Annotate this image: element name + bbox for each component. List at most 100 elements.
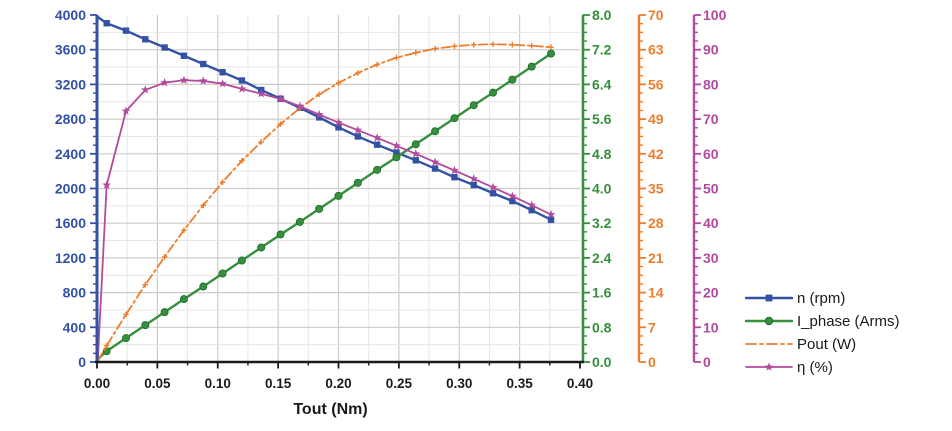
marker-star [488, 182, 498, 192]
x-tick-label: 0.05 [144, 376, 171, 391]
x-tick-label: 0.00 [84, 376, 110, 391]
marker-square [122, 27, 130, 34]
y-tick-label-i: 7.2 [592, 42, 612, 58]
y-tick-label-i: 0.0 [592, 354, 612, 370]
marker-star [140, 85, 150, 94]
y-tick-label-p: 0 [648, 354, 656, 370]
marker-star [353, 125, 363, 134]
y-tick-label-p: 70 [648, 7, 664, 23]
y-tick-label-n: 4000 [55, 7, 86, 23]
marker-circle [450, 114, 459, 123]
marker-star [430, 157, 440, 166]
marker-square [200, 60, 207, 68]
marker-circle [315, 204, 324, 213]
marker-circle [141, 321, 150, 330]
y-tick-label-eta: 100 [703, 7, 727, 23]
marker-circle [160, 308, 169, 317]
marker-star [314, 109, 324, 119]
legend-item-i: I_phase (Arms) [744, 313, 900, 330]
marker-star [237, 84, 247, 93]
marker-star [411, 149, 421, 158]
marker-star [198, 76, 208, 85]
y-tick-label-n: 2400 [55, 146, 86, 162]
marker-circle [199, 282, 208, 291]
marker-star [256, 89, 266, 98]
series-eta [97, 75, 556, 358]
y-tick-label-n: 2800 [55, 111, 86, 127]
y-tick-label-p: 14 [648, 285, 664, 301]
y-tick-label-p: 63 [648, 42, 664, 58]
y-tick-label-i: 4.8 [592, 146, 612, 162]
series-p [97, 41, 554, 362]
marker-square [547, 216, 555, 223]
y-tick-label-eta: 20 [703, 285, 719, 301]
y-tick-label-eta: 50 [703, 181, 719, 197]
y-tick-label-p: 42 [648, 146, 664, 162]
marker-circle [295, 217, 304, 226]
marker-square [470, 181, 477, 189]
y-tick-label-i: 6.4 [592, 76, 612, 92]
marker-star [295, 101, 305, 110]
marker-circle [334, 191, 343, 200]
x-axis: 0.00 0.05 0.10 0.15 0.20 0.25 0.30 0.35 0.40 Tout… [84, 360, 593, 418]
y-tick-label-i: 8.0 [592, 7, 612, 23]
marker-star [102, 180, 112, 189]
y-tick-label-i: 1.6 [592, 285, 612, 301]
y-tick-label-p: 49 [648, 111, 664, 127]
marker-square [489, 190, 497, 197]
legend-marker-star [764, 362, 774, 371]
y-tick-label-i: 4.0 [592, 181, 612, 197]
legend: n (rpm) I_phase (Arms) Pout (W) η (%) [744, 290, 900, 376]
marker-circle [489, 88, 498, 97]
marker-circle [353, 178, 362, 187]
series-n [96, 15, 555, 223]
marker-square [451, 174, 458, 181]
legend-item-n: n (rpm) [744, 290, 845, 307]
marker-star [179, 75, 189, 84]
y-tick-label-p: 21 [648, 250, 664, 266]
marker-square [161, 44, 168, 51]
y-tick-label-eta: 30 [703, 250, 719, 266]
legend-item-eta: η (%) [745, 359, 833, 376]
marker-square [509, 197, 516, 205]
marker-square [335, 124, 342, 131]
marker-star [160, 78, 169, 87]
y-tick-label-eta: 10 [703, 319, 719, 335]
marker-square [528, 206, 535, 214]
x-tick-label: 0.25 [386, 376, 413, 391]
legend-marker-circle [764, 316, 774, 326]
marker-circle [527, 62, 536, 71]
marker-star [121, 106, 131, 115]
legend-label: η (%) [797, 359, 833, 376]
y-tick-label-n: 800 [63, 285, 87, 301]
y-tick-label-i: 2.4 [592, 250, 612, 266]
y-tick-label-p: 56 [648, 76, 664, 92]
marker-square [142, 36, 149, 43]
x-tick-label: 0.35 [506, 376, 533, 391]
y-tick-label-eta: 80 [703, 76, 719, 92]
y-tick-label-eta: 70 [703, 111, 719, 127]
x-axis-title: Tout (Nm) [293, 401, 367, 418]
y-tick-label-p: 28 [648, 215, 664, 231]
x-tick-label: 0.20 [325, 376, 351, 391]
marker-circle [121, 334, 130, 343]
y-axis-p: 0 7 14 21 28 35 42 49 56 63 70 [637, 7, 664, 370]
marker-star [372, 133, 382, 142]
y-axis-i: 0.0 0.8 1.6 2.4 3.2 4.0 4.8 5.6 6.4 7.2 8.0 [581, 7, 612, 370]
marker-star [392, 141, 401, 150]
marker-star [546, 209, 556, 219]
series-i [96, 49, 556, 361]
marker-square [238, 77, 246, 84]
legend-label: I_phase (Arms) [797, 313, 900, 330]
marker-circle [411, 140, 420, 149]
x-tick-label: 0.40 [567, 376, 593, 391]
marker-star [469, 174, 479, 183]
y-tick-label-p: 7 [648, 319, 656, 335]
x-tick-label: 0.15 [265, 376, 292, 391]
marker-square [103, 20, 110, 27]
y-tick-label-n: 0 [78, 354, 86, 370]
y-tick-label-eta: 40 [703, 215, 719, 231]
marker-square [180, 52, 188, 59]
y-tick-label-n: 1200 [55, 250, 86, 266]
